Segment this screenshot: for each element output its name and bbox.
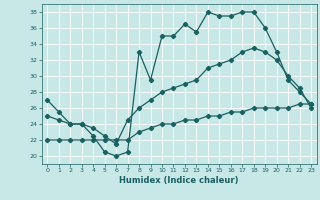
X-axis label: Humidex (Indice chaleur): Humidex (Indice chaleur) bbox=[119, 176, 239, 185]
